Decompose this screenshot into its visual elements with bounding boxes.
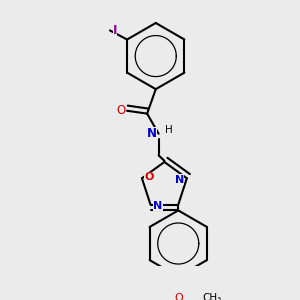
Text: CH₃: CH₃ bbox=[203, 292, 222, 300]
Text: O: O bbox=[116, 104, 125, 117]
Text: H: H bbox=[165, 125, 172, 135]
Text: N: N bbox=[153, 201, 162, 211]
Text: N: N bbox=[146, 127, 156, 140]
Text: I: I bbox=[112, 24, 117, 37]
Text: O: O bbox=[145, 172, 154, 182]
Text: N: N bbox=[175, 175, 184, 185]
Text: O: O bbox=[174, 292, 183, 300]
